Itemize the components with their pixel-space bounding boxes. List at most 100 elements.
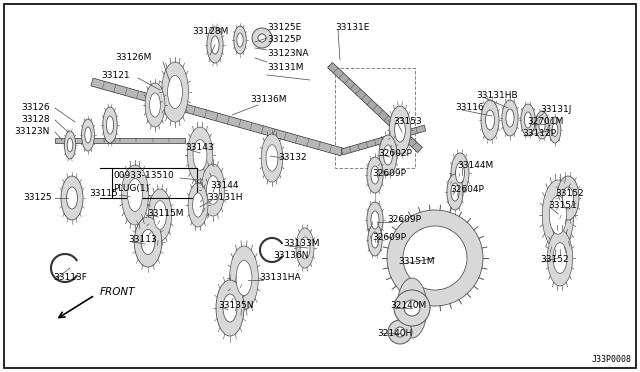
Text: 33128M: 33128M bbox=[192, 28, 228, 36]
Text: 33152: 33152 bbox=[555, 189, 584, 198]
Ellipse shape bbox=[193, 140, 207, 170]
Ellipse shape bbox=[237, 33, 243, 47]
Text: FRONT: FRONT bbox=[100, 287, 136, 297]
Ellipse shape bbox=[397, 278, 427, 338]
Ellipse shape bbox=[82, 119, 95, 151]
Text: 33131HB: 33131HB bbox=[476, 90, 518, 99]
Wedge shape bbox=[387, 210, 483, 306]
Circle shape bbox=[258, 34, 266, 42]
Ellipse shape bbox=[122, 165, 148, 225]
Text: 33151M: 33151M bbox=[398, 257, 435, 266]
Circle shape bbox=[404, 300, 420, 316]
Text: 32602P: 32602P bbox=[378, 148, 412, 157]
Text: 33126M: 33126M bbox=[116, 54, 152, 62]
Ellipse shape bbox=[188, 127, 212, 183]
Ellipse shape bbox=[367, 202, 383, 238]
Text: 33144M: 33144M bbox=[457, 161, 493, 170]
Ellipse shape bbox=[524, 112, 532, 128]
Ellipse shape bbox=[563, 187, 573, 209]
Text: 32604P: 32604P bbox=[450, 186, 484, 195]
Text: J33P0008: J33P0008 bbox=[592, 355, 632, 364]
Polygon shape bbox=[341, 125, 426, 155]
Text: 33123NA: 33123NA bbox=[267, 48, 308, 58]
Ellipse shape bbox=[456, 163, 465, 183]
Ellipse shape bbox=[300, 237, 310, 259]
Ellipse shape bbox=[127, 179, 143, 212]
Ellipse shape bbox=[371, 232, 379, 248]
Ellipse shape bbox=[536, 111, 548, 139]
Text: 33115M: 33115M bbox=[147, 208, 184, 218]
Text: 32609P: 32609P bbox=[387, 215, 421, 224]
Ellipse shape bbox=[368, 224, 382, 256]
Ellipse shape bbox=[486, 110, 495, 130]
Ellipse shape bbox=[549, 117, 561, 143]
Text: 33128: 33128 bbox=[21, 115, 50, 125]
Ellipse shape bbox=[371, 166, 379, 184]
Ellipse shape bbox=[223, 294, 237, 322]
Ellipse shape bbox=[61, 176, 83, 220]
Ellipse shape bbox=[451, 183, 459, 201]
Ellipse shape bbox=[296, 228, 314, 268]
Ellipse shape bbox=[371, 211, 379, 229]
Text: 33132: 33132 bbox=[278, 153, 307, 161]
Ellipse shape bbox=[207, 176, 220, 204]
Text: 32609P: 32609P bbox=[372, 170, 406, 179]
Ellipse shape bbox=[148, 189, 172, 241]
Ellipse shape bbox=[161, 62, 189, 122]
Ellipse shape bbox=[103, 107, 117, 143]
Ellipse shape bbox=[216, 280, 244, 336]
Ellipse shape bbox=[211, 36, 219, 54]
Ellipse shape bbox=[84, 127, 92, 143]
Text: 33152: 33152 bbox=[540, 256, 568, 264]
Text: 33125P: 33125P bbox=[267, 35, 301, 45]
Ellipse shape bbox=[145, 83, 165, 127]
Circle shape bbox=[394, 290, 430, 326]
Ellipse shape bbox=[389, 106, 411, 154]
Ellipse shape bbox=[67, 187, 77, 209]
Ellipse shape bbox=[549, 196, 566, 234]
Ellipse shape bbox=[379, 135, 397, 175]
Ellipse shape bbox=[552, 124, 558, 137]
Text: 33125: 33125 bbox=[24, 193, 52, 202]
Text: 32609P: 32609P bbox=[372, 234, 406, 243]
Ellipse shape bbox=[65, 131, 76, 159]
Ellipse shape bbox=[451, 153, 469, 193]
Ellipse shape bbox=[502, 100, 518, 136]
Text: 33143: 33143 bbox=[185, 144, 214, 153]
Ellipse shape bbox=[521, 104, 535, 136]
Ellipse shape bbox=[134, 217, 162, 267]
Text: 33131HA: 33131HA bbox=[259, 273, 301, 282]
Text: 00933-13510: 00933-13510 bbox=[113, 171, 173, 180]
Ellipse shape bbox=[234, 26, 246, 54]
Text: 33115: 33115 bbox=[89, 189, 118, 198]
Text: 33125E: 33125E bbox=[267, 23, 301, 32]
Polygon shape bbox=[91, 78, 343, 156]
Text: 33136N: 33136N bbox=[273, 251, 308, 260]
Ellipse shape bbox=[383, 145, 392, 165]
Polygon shape bbox=[55, 138, 185, 142]
Text: 33131M: 33131M bbox=[267, 62, 303, 71]
Text: 33144: 33144 bbox=[210, 180, 239, 189]
Ellipse shape bbox=[154, 201, 166, 229]
Ellipse shape bbox=[542, 180, 573, 250]
Bar bbox=[335, 68, 415, 168]
Polygon shape bbox=[328, 62, 422, 153]
Ellipse shape bbox=[506, 109, 514, 127]
Text: 33113: 33113 bbox=[128, 235, 157, 244]
Bar bbox=[112, 168, 197, 198]
Ellipse shape bbox=[202, 164, 225, 216]
Ellipse shape bbox=[404, 293, 419, 323]
Ellipse shape bbox=[106, 116, 114, 134]
Ellipse shape bbox=[261, 134, 283, 182]
Ellipse shape bbox=[481, 100, 499, 140]
Text: 33131E: 33131E bbox=[335, 23, 369, 32]
Ellipse shape bbox=[67, 138, 73, 152]
Text: 33113F: 33113F bbox=[53, 273, 87, 282]
Ellipse shape bbox=[150, 93, 161, 117]
Ellipse shape bbox=[168, 76, 182, 109]
Ellipse shape bbox=[188, 183, 208, 227]
Ellipse shape bbox=[236, 260, 252, 296]
Ellipse shape bbox=[395, 118, 405, 142]
Text: 32701M: 32701M bbox=[527, 118, 563, 126]
Ellipse shape bbox=[557, 176, 579, 220]
